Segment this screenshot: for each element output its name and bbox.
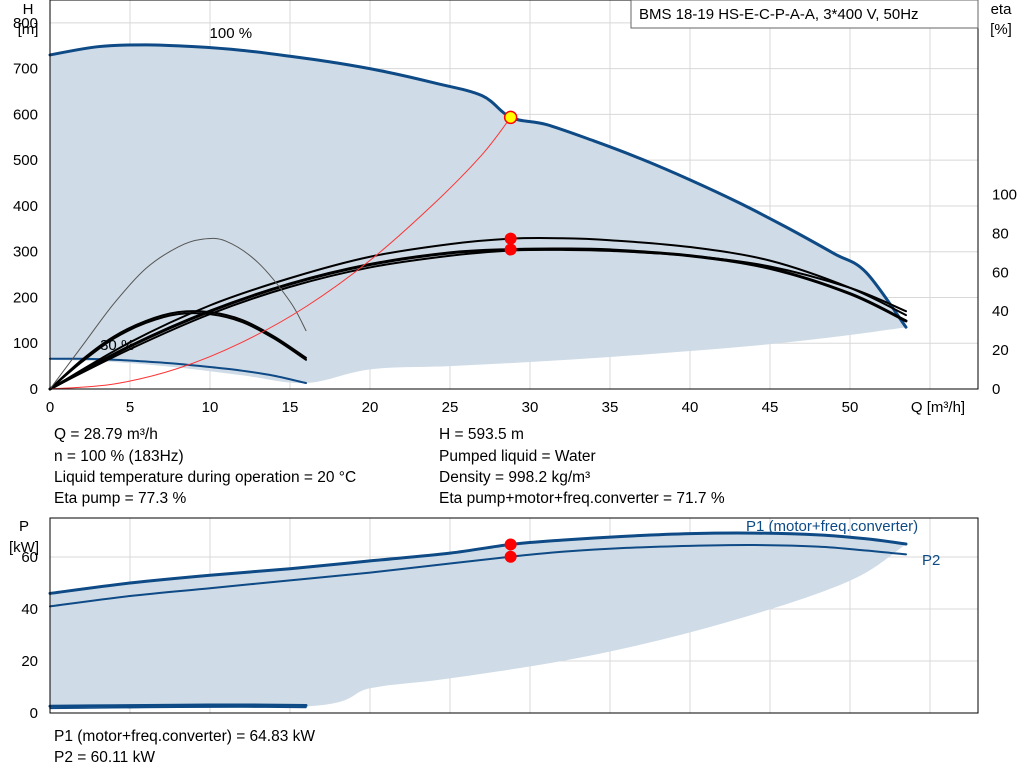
power-curve-label: P1 (motor+freq.converter) [746,518,918,535]
x-tick-label: 15 [282,399,299,416]
y-tick-label: 600 [13,106,38,123]
y-tick-label: 800 [13,15,38,32]
info-block: Q = 28.79 m³/h n = 100 % (183Hz) Liquid … [54,426,725,507]
y-tick-label: 100 [13,335,38,352]
series-eta-30-thin [49,237,307,390]
eta-operating-marker [504,243,517,256]
curve-speed-label: 30 % [100,337,134,354]
head-tick-labels: 0 5 10 15 20 25 30 35 40 45 5001002003004005006007… [13,15,1017,416]
info-eta-pump: Eta pump = 77.3 % [54,490,186,507]
power-y-axis-label: P [19,518,29,535]
x-axis-label: Q [m³/h] [911,399,965,416]
power-operating-marker [504,538,517,551]
series-p2-30 [49,706,307,710]
y2-tick-label: 0 [992,381,1000,398]
y-axis-label: H [23,1,34,18]
y-tick-label: 700 [13,61,38,78]
series-eta-100-a [49,236,907,390]
power-y-tick-label: 20 [21,653,38,670]
info-temperature: Liquid temperature during operation = 20… [54,469,356,486]
head-markers-group: 100 % 30 % [100,25,518,354]
power-y-tick-label: 40 [21,601,38,618]
x-tick-label: 25 [442,399,459,416]
x-tick-label: 35 [602,399,619,416]
chart-title: BMS 18-19 HS-E-C-P-A-A, 3*400 V, 50Hz [639,6,919,23]
title-box [630,0,979,29]
y-tick-label: 400 [13,198,38,215]
curve-speed-label: 100 % [210,25,253,42]
series-p1-motor-freq-converter [48,531,908,595]
info-flow: Q = 28.79 m³/h [54,426,158,443]
info-p2: P2 = 60.11 kW [54,749,155,766]
series-p2 [49,544,907,608]
power-series-group [48,531,908,710]
power-plot: 0 20 40 60 P1 (motor+freq.converter)P2 P [k… [9,517,979,722]
head-plot: 100 %30 % 0 5 10 15 20 25 30 35 40 45 500100200300… [13,0,1017,416]
series-eta-30-b [49,312,307,390]
y2-tick-label: 60 [992,264,1009,281]
y2-tick-label: 100 [992,187,1017,204]
power-curve-label: P2 [922,552,940,569]
info-liquid: Pumped liquid = Water [439,448,596,465]
x-tick-label: 30 [522,399,539,416]
y-tick-label: 300 [13,244,38,261]
power-info-block: P1 (motor+freq.converter) = 64.83 kW P2 … [54,728,315,766]
power-markers-group [504,538,517,563]
info-density: Density = 998.2 kg/m³ [439,469,590,486]
power-curve-labels: P1 (motor+freq.converter)P2 [746,518,940,569]
power-envelope-area [50,532,906,708]
eta-operating-marker [504,232,517,245]
series-h-30 [49,357,307,385]
power-operating-marker [504,550,517,563]
y-tick-label: 200 [13,289,38,306]
info-eta-total: Eta pump+motor+freq.converter = 71.7 % [439,490,725,507]
y2-tick-label: 40 [992,303,1009,320]
info-p1: P1 (motor+freq.converter) = 64.83 kW [54,728,315,745]
duty-point-marker [503,110,518,125]
power-y-tick-label: 60 [21,549,38,566]
series-system-curve [49,116,512,390]
series-h-100 [48,43,908,329]
x-tick-label: 0 [46,399,54,416]
head-envelope-area [50,44,906,384]
x-tick-label: 40 [682,399,699,416]
series-eta-100-c [49,248,907,390]
y2-axis-unit: [%] [990,21,1012,38]
head-plot-frame [49,0,979,390]
info-speed: n = 100 % (183Hz) [54,448,184,465]
y2-tick-label: 80 [992,225,1009,242]
y-tick-label: 0 [30,381,38,398]
y-axis-unit: [m] [18,21,39,38]
power-y-tick-label: 0 [30,705,38,722]
y2-axis-label: eta [991,1,1013,18]
x-tick-label: 20 [362,399,379,416]
power-y-axis-unit: [kW] [9,539,39,556]
x-tick-label: 10 [202,399,219,416]
power-plot-frame [49,517,979,714]
info-head: H = 593.5 m [439,426,524,443]
power-tick-labels: 0 20 40 60 [21,549,38,722]
x-tick-label: 5 [126,399,134,416]
y-tick-label: 500 [13,152,38,169]
head-series-group [48,43,908,391]
x-tick-label: 45 [762,399,779,416]
series-p1-30 [48,703,308,708]
y2-tick-label: 20 [992,342,1009,359]
x-tick-label: 50 [842,399,859,416]
